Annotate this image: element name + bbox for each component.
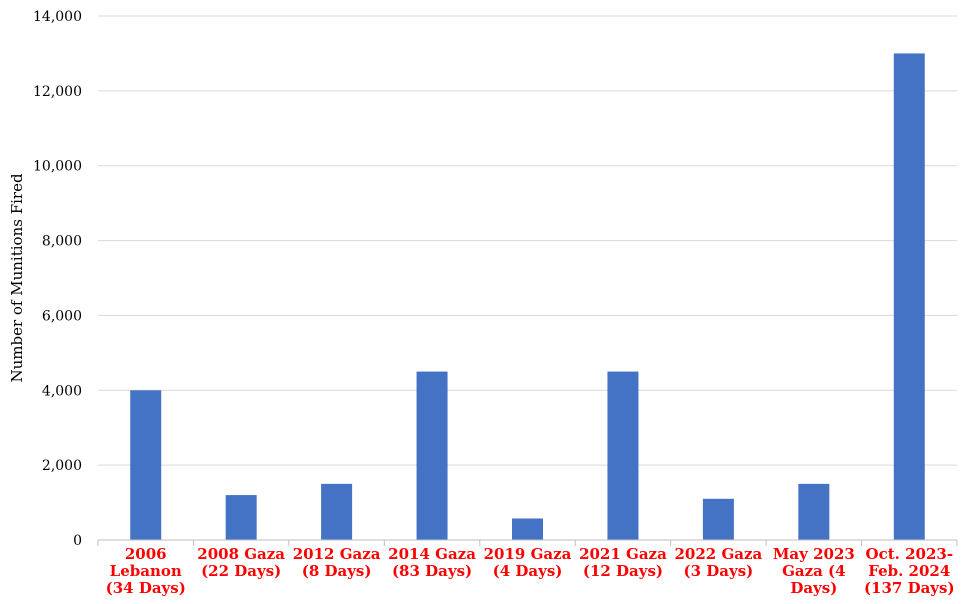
bars: [130, 53, 925, 541]
y-tick-label: 10,000: [33, 159, 82, 175]
x-axis: [97, 539, 958, 546]
y-tick-label: 0: [73, 533, 82, 549]
y-tick-label: 6,000: [42, 308, 82, 324]
x-tick-label: 2022 Gaza (3 Days): [675, 545, 763, 580]
x-tick-label: 2006 Lebanon (34 Days): [106, 545, 186, 597]
bar: [321, 483, 353, 540]
y-tick-label: 12,000: [33, 84, 82, 100]
x-tick-label: May 2023 Gaza (4 Days): [773, 545, 855, 597]
gridlines: [98, 15, 957, 466]
y-tick-label: 8,000: [42, 234, 82, 250]
y-axis-label: Number of Munitions Fired: [8, 173, 26, 382]
bar: [130, 390, 162, 540]
bar: [893, 53, 925, 541]
y-tick-label: 2,000: [42, 458, 82, 474]
bar: [798, 483, 830, 540]
bar: [702, 498, 734, 540]
y-tick-labels: 0 2,000 4,000 6,000 8,000 10,000 12,000 14,000: [33, 9, 82, 549]
bar: [512, 518, 543, 540]
x-tick-label: Oct. 2023-Feb. 2024 (137 Days): [864, 545, 955, 597]
x-tick-label: 2019 Gaza (4 Days): [484, 545, 572, 580]
bar: [416, 371, 448, 540]
x-tick-labels: 2006 Lebanon (34 Days)2008 Gaza (22 Days)20…: [106, 545, 955, 597]
bar: [225, 495, 257, 540]
x-tick-label: 2012 Gaza (8 Days): [293, 545, 381, 580]
x-tick-label: 2014 Gaza (83 Days): [388, 545, 476, 580]
y-tick-label: 14,000: [33, 9, 82, 25]
x-tick-label: 2021 Gaza (12 Days): [579, 545, 667, 580]
x-tick-label: 2008 Gaza (22 Days): [197, 545, 285, 580]
bar: [607, 371, 639, 540]
y-tick-label: 4,000: [42, 383, 82, 399]
